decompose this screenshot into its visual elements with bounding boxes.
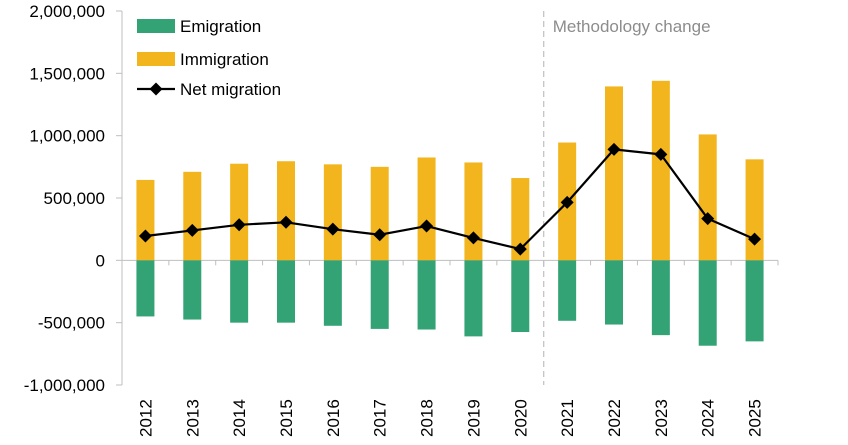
net-migration-series [138,142,762,256]
legend-label-emigration: Emigration [180,17,261,36]
net-migration-marker [185,223,199,237]
immigration-bar [605,86,623,261]
net-migration-marker [420,219,434,233]
immigration-bar [277,161,295,261]
legend-swatch-emigration [137,19,175,33]
emigration-bar [230,260,249,323]
net-migration-marker [373,228,387,242]
legend-marker-net-migration [149,82,163,96]
y-tick-label: -500,000 [38,314,105,333]
immigration-bar [417,157,436,261]
net-migration-marker [560,195,574,209]
y-tick-label: 1,500,000 [29,64,105,83]
immigration-bar [183,171,202,261]
x-tick-label: 2025 [746,399,765,437]
emigration-bar [370,260,389,329]
immigration-bar [745,159,764,261]
net-migration-marker [138,229,152,243]
emigration-bar [183,260,202,320]
x-tick-label: 2012 [136,399,155,437]
net-migration-marker [654,147,668,161]
emigration-bar [464,260,483,337]
y-tick-label: -1,000,000 [24,376,105,395]
emigration-bar [651,260,670,336]
legend-label-net-migration: Net migration [180,80,281,99]
net-migration-marker [701,212,715,226]
x-tick-label: 2016 [324,399,343,437]
net-migration-marker [607,142,621,156]
emigration-bar [417,260,436,330]
emigration-bar [511,260,530,333]
x-tick-label: 2015 [277,399,296,437]
x-tick-label: 2013 [183,399,202,437]
x-axis: 2012 2013 2014 2015 2016 2017 2018 2019 2020 2021… [136,399,764,437]
immigration-bar [511,178,530,261]
bar-series [136,80,764,346]
y-tick-label: 500,000 [44,189,105,208]
net-migration-marker [513,242,527,256]
emigration-bar [558,260,577,321]
emigration-bar [605,260,623,325]
legend-swatch-immigration [137,52,175,66]
immigration-bar [464,162,483,261]
net-migration-marker [279,215,293,229]
x-tick-label: 2018 [418,399,437,437]
immigration-bar [698,134,717,261]
emigration-bar [698,260,717,346]
legend-label-immigration: Immigration [180,50,269,69]
immigration-bar [136,179,155,261]
y-axis: 2,000,000 1,500,000 1,000,000 500,000 0 -500,… [24,2,779,395]
legend: Emigration Immigration Net migration [137,17,281,99]
x-tick-label: 2019 [464,399,483,437]
immigration-bar [230,163,249,261]
x-tick-label: 2024 [699,399,718,437]
emigration-bar [136,260,155,317]
emigration-bar [323,260,342,326]
emigration-bar [277,260,295,323]
immigration-bar [370,166,389,261]
x-tick-label: 2022 [605,399,624,437]
y-tick-label: 0 [96,251,105,270]
net-migration-marker [232,218,246,232]
x-tick-label: 2023 [652,399,671,437]
emigration-bar [745,260,764,342]
x-tick-label: 2020 [511,399,530,437]
immigration-bar [651,80,670,261]
methodology-divider: Methodology change [543,11,711,385]
y-tick-label: 2,000,000 [29,2,105,21]
x-tick-label: 2014 [230,399,249,437]
net-migration-line [145,148,756,251]
x-tick-label: 2021 [558,399,577,437]
y-tick-label: 1,000,000 [29,127,105,146]
net-migration-marker [748,232,762,246]
methodology-change-label: Methodology change [553,17,711,36]
x-tick-label: 2017 [371,399,390,437]
net-migration-marker [466,231,480,245]
net-migration-marker [326,222,340,236]
immigration-bar [323,164,342,261]
